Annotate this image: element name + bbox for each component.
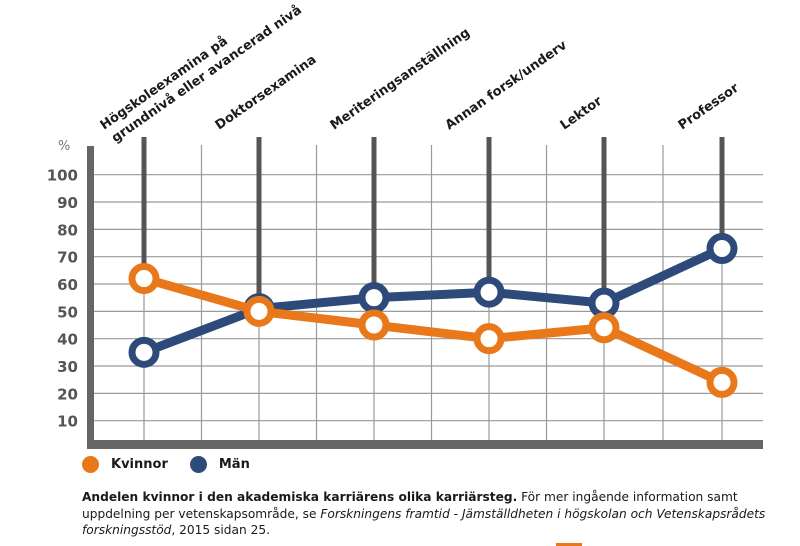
category-label-line: Högskoleexamina på [98,34,231,133]
legend: Kvinnor Män [82,456,272,473]
category-label-3: Annan forsk/underv [443,38,571,134]
caption-source: Forskningens framtid - Jämställdheten i … [82,506,766,538]
figure-caption: Andelen kvinnor i den akademiska karriär… [82,489,772,539]
axes [87,146,763,449]
y-tick-label-100: 100 [47,167,78,185]
legend-swatch-man [189,456,207,473]
y-tick-label-20: 20 [57,385,78,403]
category-label-5: Professor [676,80,743,133]
category-droplines [141,137,725,297]
category-label-4: Lektor [558,94,606,134]
data-point-0-2 [358,309,390,341]
y-unit-label: % [58,139,70,154]
legend-item-man: Män [189,456,250,473]
x-axis [87,440,763,449]
data-point-1-3 [473,276,505,308]
caption-text-1: För mer ingående information samt uppdel… [82,490,738,521]
category-label-line: Professor [676,80,743,133]
data-point-1-2 [358,282,390,314]
series-lines [128,232,738,398]
y-tick-label-80: 80 [57,221,78,239]
y-tick-label-60: 60 [57,276,78,294]
data-point-1-5 [706,232,738,264]
legend-label-man: Män [218,457,250,472]
y-tick-labels: 10 20 30 40 50 60 70 80 90 100 [47,167,78,431]
series-kvinnor [128,263,738,398]
y-axis [87,146,94,449]
data-point-1-0 [128,336,160,368]
legend-label-kvinnor: Kvinnor [111,457,168,472]
y-tick-label-70: 70 [57,249,78,267]
data-point-0-1 [243,295,275,327]
data-point-0-4 [588,312,620,344]
category-label-line: Lektor [558,94,606,134]
category-label-line: grundnivå eller avancerad nivå [109,3,305,146]
category-label-line: Annan forsk/underv [443,38,571,134]
caption-text-2: , 2015 sidan 25. [171,523,270,537]
series-line-0 [142,274,724,387]
decorative-mark [556,543,582,546]
y-tick-label-50: 50 [57,303,78,321]
y-tick-label-30: 30 [57,358,78,376]
series-line-1 [142,244,724,357]
data-point-0-0 [128,263,160,295]
legend-swatch-kvinnor [82,456,99,473]
data-point-0-3 [473,323,505,355]
y-tick-label-90: 90 [57,194,78,212]
legend-item-kvinnor: Kvinnor [82,456,168,473]
caption-title: Andelen kvinnor i den akademiska karriär… [82,490,518,504]
y-tick-label-10: 10 [57,413,78,431]
y-tick-label-40: 40 [57,331,78,349]
data-point-1-4 [588,287,620,319]
data-point-0-5 [706,366,738,398]
